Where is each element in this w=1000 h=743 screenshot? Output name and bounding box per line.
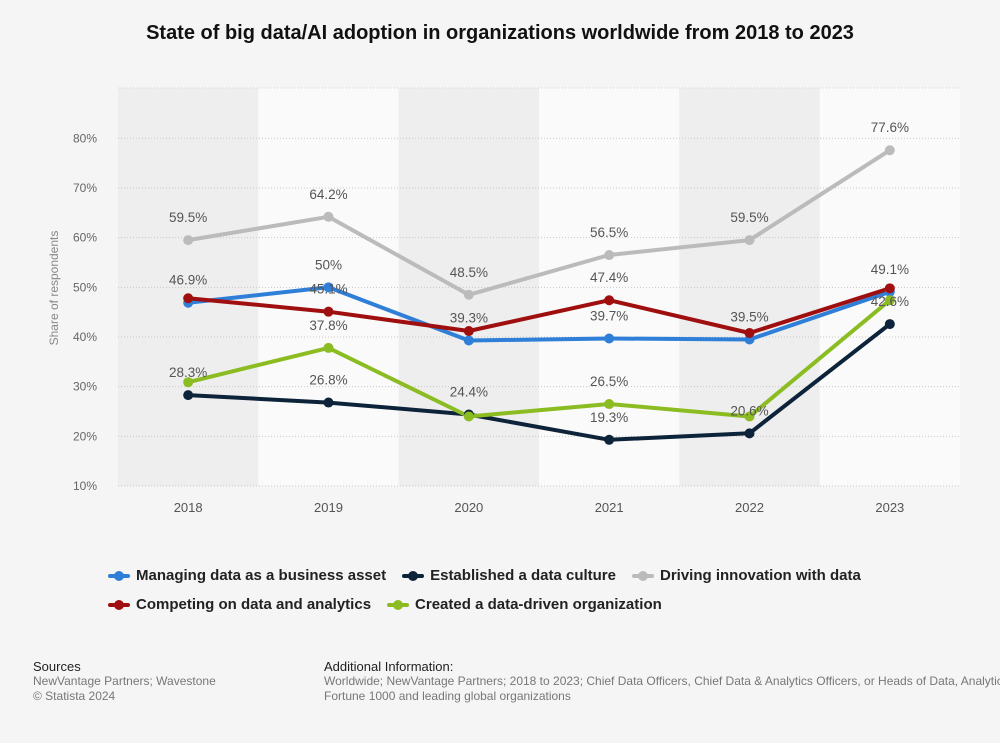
- legend-swatch-icon: [108, 570, 130, 581]
- data-point: [183, 390, 194, 401]
- additional-info-line: Worldwide; NewVantage Partners; 2018 to …: [324, 674, 1000, 688]
- data-point: [744, 411, 755, 422]
- data-point: [604, 250, 615, 261]
- legend-label: Created a data-driven organization: [415, 596, 662, 613]
- data-label: 64.2%: [309, 187, 347, 202]
- data-point: [183, 377, 194, 388]
- y-tick-label: 60%: [73, 231, 97, 245]
- legend-item-data-culture[interactable]: Established a data culture: [402, 566, 616, 585]
- y-tick-label: 70%: [73, 181, 97, 195]
- series-line: [186, 286, 892, 335]
- data-point: [323, 397, 334, 408]
- y-axis-label: Share of respondents: [47, 231, 61, 346]
- data-label: 47.4%: [590, 270, 628, 285]
- data-label: 50%: [315, 257, 342, 272]
- series-line: [186, 298, 892, 419]
- x-tick-label: 2020: [454, 500, 483, 515]
- data-label: 37.8%: [309, 318, 347, 333]
- data-label: 28.3%: [169, 365, 207, 380]
- sources-block: Sources NewVantage Partners; Wavestone ©…: [33, 659, 293, 704]
- data-point: [463, 289, 474, 300]
- data-label: 49.1%: [871, 262, 909, 277]
- y-tick-label: 30%: [73, 380, 97, 394]
- legend-swatch-icon: [387, 599, 410, 610]
- plot-band: [118, 88, 259, 486]
- legend-swatch-icon: [402, 570, 425, 581]
- data-label: 39.3%: [450, 310, 488, 325]
- data-point: [463, 411, 474, 422]
- chart-plot: 10% 20% 30% 40% 50% 60% 70% 80% 2018 2019 2020 202…: [47, 87, 960, 515]
- data-label: 59.5%: [730, 210, 768, 225]
- additional-info-line: Fortune 1000 and leading global organiza…: [324, 689, 571, 703]
- additional-info-heading: Additional Information:: [324, 659, 454, 674]
- data-point: [323, 306, 334, 317]
- sources-heading: Sources: [33, 659, 81, 674]
- data-point: [884, 145, 895, 156]
- data-point: [744, 428, 755, 439]
- x-tick-label: 2019: [314, 500, 343, 515]
- data-label: 56.5%: [590, 225, 628, 240]
- data-point: [604, 295, 615, 306]
- series-line: [186, 148, 892, 297]
- y-tick-label: 20%: [73, 429, 97, 443]
- data-point: [604, 434, 615, 445]
- legend-item-competing-on-data[interactable]: Competing on data and analytics: [108, 595, 371, 614]
- series-line: [186, 322, 892, 442]
- data-label: 39.7%: [590, 308, 628, 323]
- data-label: 77.6%: [871, 120, 909, 135]
- data-point: [744, 328, 755, 339]
- legend-label: Managing data as a business asset: [136, 567, 387, 584]
- legend-item-driving-innovation[interactable]: Driving innovation with data: [631, 566, 861, 585]
- data-point: [183, 293, 194, 304]
- copyright-text: © Statista 2024: [33, 689, 116, 703]
- data-point: [463, 326, 474, 337]
- y-tick-label: 10%: [73, 479, 97, 493]
- legend-item-managing-data[interactable]: Managing data as a business asset: [108, 566, 386, 585]
- x-tick-label: 2018: [174, 500, 203, 515]
- data-point: [884, 295, 895, 306]
- data-point: [604, 333, 615, 344]
- data-label: 42.6%: [871, 294, 909, 309]
- data-point: [604, 399, 615, 410]
- legend: Managing data as a business asset Establ…: [108, 566, 968, 624]
- data-point: [463, 335, 474, 346]
- legend-label: Competing on data and analytics: [136, 596, 372, 613]
- x-tick-label: 2021: [595, 500, 624, 515]
- data-point: [744, 235, 755, 246]
- data-label: 48.5%: [450, 265, 488, 280]
- data-point: [183, 235, 194, 246]
- legend-label: Established a data culture: [430, 567, 616, 584]
- data-point: [884, 283, 895, 294]
- data-label: 26.8%: [309, 373, 347, 388]
- legend-swatch-icon: [108, 599, 130, 610]
- x-tick-label: 2022: [735, 500, 764, 515]
- legend-swatch-icon: [631, 570, 654, 581]
- legend-item-data-driven-org[interactable]: Created a data-driven organization: [387, 595, 662, 614]
- data-label: 24.4%: [450, 384, 488, 399]
- additional-info-block: Additional Information: Worldwide; NewVa…: [324, 659, 1000, 704]
- data-label: 45.1%: [309, 282, 347, 297]
- data-point: [323, 282, 334, 293]
- data-point: [323, 211, 334, 222]
- data-label: 59.5%: [169, 210, 207, 225]
- data-point: [323, 342, 334, 353]
- data-label: 19.3%: [590, 410, 628, 425]
- data-point: [884, 319, 895, 330]
- data-label: 46.9%: [169, 273, 207, 288]
- sources-link[interactable]: NewVantage Partners; Wavestone: [33, 674, 216, 688]
- y-tick-label: 40%: [73, 330, 97, 344]
- data-label: 20.6%: [730, 403, 768, 418]
- y-tick-label: 50%: [73, 280, 97, 294]
- data-label: 26.5%: [590, 374, 628, 389]
- data-label: 39.5%: [730, 309, 768, 324]
- series-line: [186, 285, 892, 343]
- y-tick-label: 80%: [73, 131, 97, 145]
- chart-title: State of big data/AI adoption in organiz…: [146, 22, 854, 44]
- x-tick-label: 2023: [875, 500, 904, 515]
- legend-label: Driving innovation with data: [659, 567, 861, 584]
